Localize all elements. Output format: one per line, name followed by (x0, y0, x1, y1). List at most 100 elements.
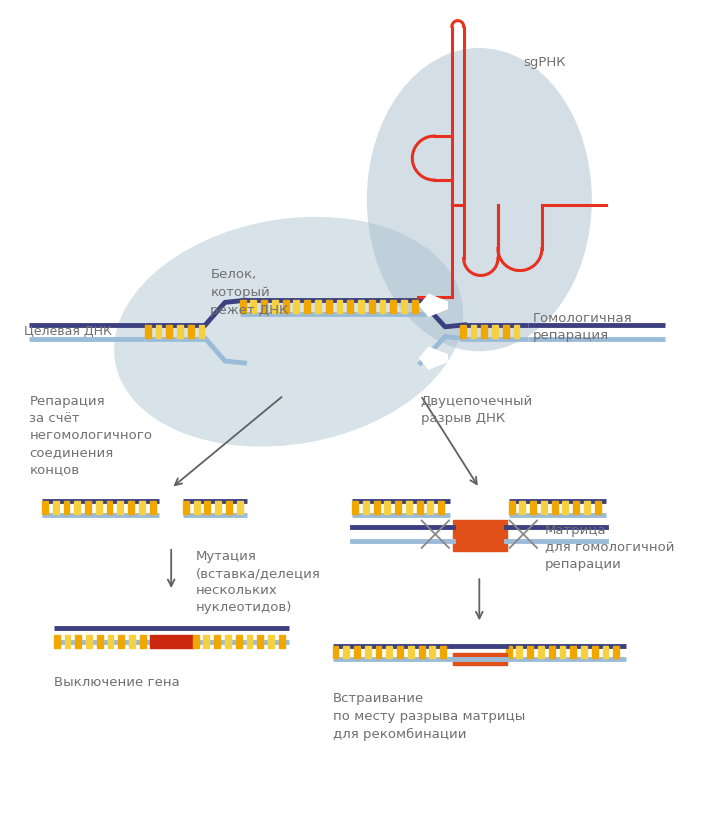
Bar (63, 501, 70, 513)
Bar (188, 325, 194, 338)
Bar (177, 325, 183, 338)
Bar (226, 501, 232, 513)
Bar (75, 635, 81, 648)
Bar (53, 501, 58, 513)
Polygon shape (419, 346, 448, 370)
Bar (470, 325, 477, 338)
Bar (509, 501, 515, 513)
Bar (358, 300, 364, 313)
Bar (492, 325, 498, 338)
Bar (107, 501, 112, 513)
Bar (150, 501, 155, 513)
Bar (240, 300, 245, 313)
Bar (237, 501, 243, 513)
Bar (514, 325, 520, 338)
Bar (453, 520, 507, 551)
Bar (419, 645, 425, 659)
Bar (236, 635, 242, 648)
Bar (347, 300, 353, 313)
Bar (250, 300, 257, 313)
Bar (406, 501, 412, 513)
Bar (453, 653, 507, 665)
Bar (375, 645, 382, 659)
Text: Гомологичная
репарация: Гомологичная репарация (533, 313, 633, 342)
Bar (560, 645, 565, 659)
Bar (86, 635, 92, 648)
Bar (337, 300, 342, 313)
Bar (145, 325, 150, 338)
Bar (374, 501, 380, 513)
Bar (42, 501, 48, 513)
Bar (581, 645, 587, 659)
Bar (262, 300, 267, 313)
Bar (438, 501, 444, 513)
Bar (194, 501, 200, 513)
Bar (293, 300, 299, 313)
Bar (412, 300, 418, 313)
Bar (520, 501, 525, 513)
Bar (427, 501, 433, 513)
Bar (595, 501, 600, 513)
Bar (304, 300, 310, 313)
Bar (272, 300, 278, 313)
Text: Белок,
который
режет ДНК: Белок, который режет ДНК (210, 268, 288, 317)
Bar (417, 501, 423, 513)
Bar (505, 645, 512, 659)
Ellipse shape (367, 48, 592, 351)
Bar (85, 501, 91, 513)
Text: Целевая ДНК: Целевая ДНК (25, 326, 112, 338)
Bar (401, 300, 407, 313)
Bar (155, 325, 162, 338)
Bar (343, 645, 349, 659)
Bar (354, 645, 360, 659)
Bar (352, 501, 358, 513)
Bar (97, 635, 103, 648)
Bar (75, 501, 80, 513)
Text: Двуцепочечный
разрыв ДНК: Двуцепочечный разрыв ДНК (420, 395, 533, 425)
Bar (140, 635, 146, 648)
Bar (482, 325, 487, 338)
Bar (247, 635, 252, 648)
Bar (570, 645, 576, 659)
Text: Выключение гена: Выключение гена (54, 676, 179, 689)
Bar (96, 501, 102, 513)
Bar (150, 635, 193, 648)
Bar (139, 501, 145, 513)
Bar (108, 635, 113, 648)
Bar (183, 501, 189, 513)
Bar (128, 501, 134, 513)
Bar (602, 645, 608, 659)
Bar (430, 645, 435, 659)
Bar (283, 300, 288, 313)
Bar (203, 635, 209, 648)
Text: Мутация
(вставка/делеция
нескольких
нуклеотидов): Мутация (вставка/делеция нескольких нукл… (195, 550, 321, 614)
Bar (167, 325, 172, 338)
Bar (460, 325, 465, 338)
Bar (268, 635, 274, 648)
Bar (257, 635, 263, 648)
Bar (562, 501, 568, 513)
Bar (517, 645, 522, 659)
Bar (592, 645, 598, 659)
Bar (193, 635, 198, 648)
Bar (541, 501, 547, 513)
Bar (54, 635, 60, 648)
Bar (315, 300, 321, 313)
Bar (387, 645, 392, 659)
Bar (215, 501, 221, 513)
Bar (333, 645, 338, 659)
Bar (613, 645, 619, 659)
Bar (552, 501, 557, 513)
Bar (395, 501, 401, 513)
Bar (397, 645, 403, 659)
Bar (380, 300, 385, 313)
Text: Матрица
для гомологичной
репарации: Матрица для гомологичной репарации (545, 525, 674, 571)
Bar (408, 645, 414, 659)
Bar (118, 635, 124, 648)
Bar (369, 300, 375, 313)
Bar (65, 635, 70, 648)
Bar (440, 645, 446, 659)
Bar (325, 300, 332, 313)
Bar (205, 501, 210, 513)
Bar (363, 501, 369, 513)
